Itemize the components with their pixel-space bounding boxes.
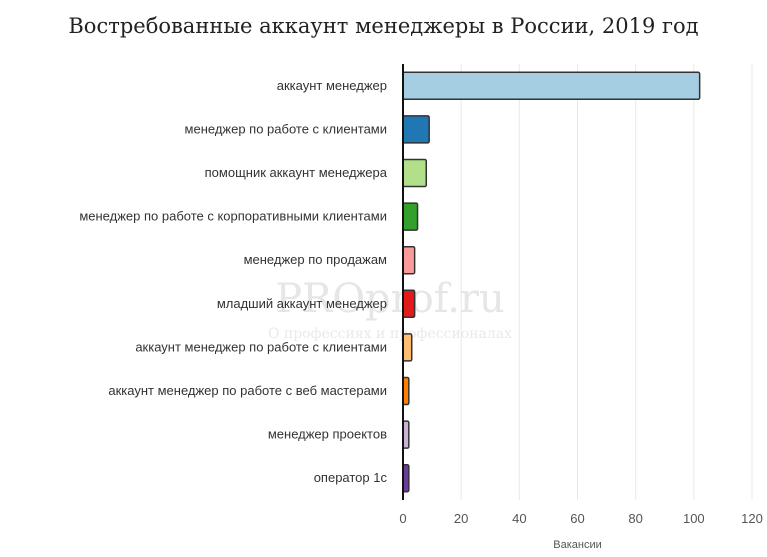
tick-label: 80 xyxy=(628,511,642,526)
category-label: помощник аккаунт менеджера xyxy=(205,165,388,180)
tick-label: 20 xyxy=(454,511,468,526)
bar xyxy=(402,333,413,362)
bar xyxy=(402,289,416,319)
watermark-sub: О профессиях и профессионалах xyxy=(268,326,512,342)
tick-label: 40 xyxy=(512,511,526,526)
category-label: аккаунт менеджер xyxy=(277,78,387,93)
x-axis-title: Вакансии xyxy=(553,539,602,551)
tick-label: 120 xyxy=(741,511,763,526)
bar xyxy=(402,245,416,275)
tick-label: 100 xyxy=(683,511,705,526)
watermark: PROprof.ru О профессиях и профессионалах xyxy=(268,276,512,342)
watermark-main: PROprof.ru xyxy=(275,276,505,322)
category-label: менеджер проектов xyxy=(268,427,387,442)
category-label: аккаунт менеджер по работе с веб мастера… xyxy=(108,383,387,398)
category-labels: аккаунт менеджер менеджер по работе с кли… xyxy=(79,78,387,485)
x-axis-ticks: 0 20 40 60 80 100 120 xyxy=(399,511,762,526)
bar xyxy=(402,115,430,144)
bar xyxy=(402,158,428,188)
category-label: менеджер по работе с корпоративными клие… xyxy=(79,209,387,224)
category-label: менеджер по продажам xyxy=(244,252,387,267)
category-label: аккаунт менеджер по работе с клиентами xyxy=(135,339,387,354)
grid xyxy=(460,64,753,500)
bars xyxy=(402,71,701,493)
bar xyxy=(402,71,701,101)
chart-title: Востребованные аккаунт менеджеры в Росси… xyxy=(68,14,699,38)
tick-label: 60 xyxy=(570,511,584,526)
category-label: менеджер по работе с клиентами xyxy=(185,121,387,136)
bar xyxy=(402,202,419,231)
category-label: младший аккаунт менеджер xyxy=(217,296,387,311)
category-label: оператор 1с xyxy=(314,470,388,485)
tick-label: 0 xyxy=(399,511,406,526)
